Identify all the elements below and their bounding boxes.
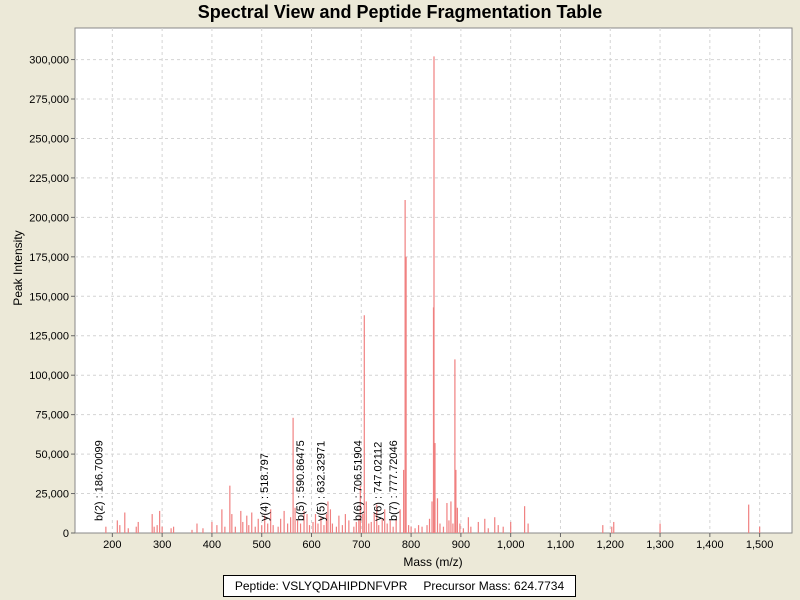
x-tick-label: 900 (452, 539, 470, 551)
x-tick-label: 1,300 (646, 539, 674, 551)
x-tick-label: 1,100 (547, 539, 575, 551)
y-axis-label: Peak Intensity (11, 230, 25, 305)
y-tick-label: 225,000 (29, 173, 69, 185)
x-axis-label: Mass (m/z) (403, 555, 462, 569)
y-tick-label: 50,000 (35, 449, 69, 461)
chart-title: Spectral View and Peptide Fragmentation … (197, 2, 603, 22)
x-tick-label: 500 (253, 539, 271, 551)
y-tick-label: 200,000 (29, 212, 69, 224)
y-tick-label: 125,000 (29, 331, 69, 343)
peptide-info-box: Peptide: VSLYQDAHIPDNFVPR Precursor Mass… (223, 575, 576, 597)
fragment-label: b(6) : 706.51904 (353, 440, 365, 521)
precursor-mass: Precursor Mass: 624.7734 (423, 579, 565, 593)
x-tick-label: 1,200 (596, 539, 624, 551)
y-tick-label: 175,000 (29, 252, 69, 264)
y-tick-label: 25,000 (35, 489, 69, 501)
peptide-sequence: Peptide: VSLYQDAHIPDNFVPR (234, 579, 408, 593)
fragment-label: y(4) : 518.797 (259, 453, 271, 521)
y-tick-label: 150,000 (29, 291, 69, 303)
y-tick-label: 75,000 (35, 410, 69, 422)
x-tick-label: 200 (103, 539, 121, 551)
y-tick-label: 0 (63, 528, 69, 540)
fragment-label: b(5) : 590.86475 (295, 440, 307, 521)
fragment-label: b(2) : 186.70099 (94, 440, 106, 521)
y-tick-label: 300,000 (29, 55, 69, 67)
y-tick-label: 250,000 (29, 133, 69, 145)
fragment-label: y(5) : 632.32971 (316, 441, 328, 521)
fragment-label: b(7) : 777.72046 (388, 440, 400, 521)
x-tick-label: 1,400 (696, 539, 724, 551)
x-tick-label: 1,000 (497, 539, 525, 551)
x-tick-label: 800 (402, 539, 420, 551)
y-tick-label: 275,000 (29, 94, 69, 106)
fragment-label: y(6) : 747.02112 (373, 442, 385, 521)
x-tick-label: 1,500 (746, 539, 774, 551)
x-tick-label: 400 (203, 539, 221, 551)
x-tick-label: 600 (302, 539, 320, 551)
y-tick-label: 100,000 (29, 370, 69, 382)
x-tick-label: 300 (153, 539, 171, 551)
x-tick-label: 700 (352, 539, 370, 551)
